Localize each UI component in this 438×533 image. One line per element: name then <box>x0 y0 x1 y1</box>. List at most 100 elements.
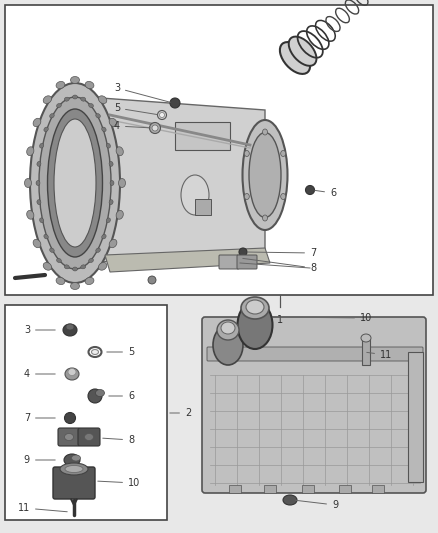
Ellipse shape <box>158 110 166 119</box>
Ellipse shape <box>96 248 100 253</box>
Ellipse shape <box>71 455 81 461</box>
Text: 6: 6 <box>109 391 134 401</box>
Ellipse shape <box>39 143 44 148</box>
Ellipse shape <box>116 147 124 156</box>
Text: 1: 1 <box>277 315 283 325</box>
Ellipse shape <box>305 185 314 195</box>
Ellipse shape <box>64 433 74 440</box>
Text: 2: 2 <box>170 408 191 418</box>
Bar <box>229 485 241 493</box>
Ellipse shape <box>81 265 86 269</box>
Ellipse shape <box>37 200 41 205</box>
Ellipse shape <box>85 82 94 88</box>
Ellipse shape <box>289 37 317 66</box>
Ellipse shape <box>221 322 235 334</box>
Ellipse shape <box>246 300 264 314</box>
Ellipse shape <box>88 259 93 263</box>
Ellipse shape <box>92 350 99 354</box>
Ellipse shape <box>64 413 75 424</box>
Text: 3: 3 <box>114 83 170 102</box>
Text: 5: 5 <box>114 103 157 115</box>
Text: 9: 9 <box>296 500 338 510</box>
Ellipse shape <box>262 129 268 135</box>
Bar <box>5 5 433 295</box>
Ellipse shape <box>244 193 249 199</box>
FancyBboxPatch shape <box>58 428 80 446</box>
Text: 4: 4 <box>24 369 55 379</box>
Ellipse shape <box>68 368 76 376</box>
Bar <box>302 485 314 493</box>
Ellipse shape <box>60 463 88 475</box>
Text: 4: 4 <box>114 121 150 131</box>
Ellipse shape <box>56 277 65 285</box>
FancyBboxPatch shape <box>207 347 423 361</box>
Ellipse shape <box>44 235 48 239</box>
Ellipse shape <box>25 179 32 188</box>
Ellipse shape <box>43 96 52 103</box>
Ellipse shape <box>57 103 61 108</box>
Ellipse shape <box>244 150 249 157</box>
Ellipse shape <box>47 109 102 257</box>
Ellipse shape <box>30 83 120 283</box>
Text: 10: 10 <box>273 313 372 323</box>
Ellipse shape <box>64 265 69 269</box>
Text: 11: 11 <box>18 503 67 513</box>
Ellipse shape <box>239 248 247 256</box>
Ellipse shape <box>63 324 77 336</box>
FancyBboxPatch shape <box>202 317 426 493</box>
Text: 5: 5 <box>107 347 134 357</box>
Text: 7: 7 <box>248 248 316 258</box>
FancyBboxPatch shape <box>78 428 100 446</box>
Ellipse shape <box>116 211 124 219</box>
Ellipse shape <box>241 297 269 319</box>
Text: 6: 6 <box>315 188 336 198</box>
Ellipse shape <box>64 454 80 466</box>
Bar <box>362 339 370 365</box>
Ellipse shape <box>81 97 86 101</box>
Text: 3: 3 <box>24 325 55 335</box>
Ellipse shape <box>99 262 107 270</box>
Ellipse shape <box>262 215 268 221</box>
Ellipse shape <box>65 465 83 472</box>
Ellipse shape <box>213 325 243 365</box>
Ellipse shape <box>33 239 41 248</box>
Ellipse shape <box>44 127 48 132</box>
Ellipse shape <box>73 267 78 271</box>
Ellipse shape <box>119 179 126 188</box>
Ellipse shape <box>109 118 117 127</box>
Ellipse shape <box>88 389 102 403</box>
Ellipse shape <box>95 390 105 397</box>
Ellipse shape <box>281 150 286 157</box>
Bar <box>264 485 276 493</box>
FancyBboxPatch shape <box>53 467 95 499</box>
Ellipse shape <box>57 259 61 263</box>
Ellipse shape <box>109 239 117 248</box>
Ellipse shape <box>88 103 93 108</box>
Ellipse shape <box>96 114 100 118</box>
Ellipse shape <box>65 368 79 380</box>
Ellipse shape <box>361 334 371 342</box>
Ellipse shape <box>49 114 54 118</box>
Ellipse shape <box>102 127 106 132</box>
Ellipse shape <box>152 125 158 131</box>
Ellipse shape <box>64 97 69 101</box>
Ellipse shape <box>106 218 110 223</box>
Ellipse shape <box>102 235 106 239</box>
Bar <box>339 485 351 493</box>
Ellipse shape <box>66 324 74 330</box>
Ellipse shape <box>106 143 110 148</box>
Ellipse shape <box>39 97 111 269</box>
Ellipse shape <box>237 301 272 349</box>
Ellipse shape <box>43 262 52 270</box>
Ellipse shape <box>37 161 41 166</box>
Bar <box>175 122 230 150</box>
Ellipse shape <box>149 123 160 133</box>
Ellipse shape <box>110 181 114 185</box>
Text: 10: 10 <box>98 478 140 488</box>
Ellipse shape <box>85 433 93 440</box>
Ellipse shape <box>109 161 113 166</box>
Ellipse shape <box>56 82 65 88</box>
Text: 8: 8 <box>103 435 134 445</box>
Polygon shape <box>60 95 265 265</box>
FancyBboxPatch shape <box>219 255 239 269</box>
